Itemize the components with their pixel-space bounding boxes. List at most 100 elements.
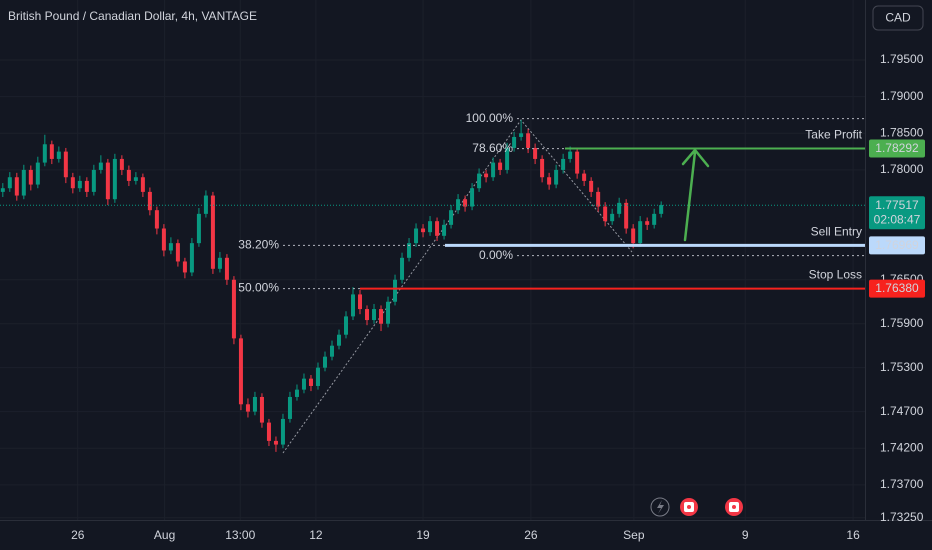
x-tick-label: 26 xyxy=(524,528,538,542)
candle-body xyxy=(28,169,33,185)
y-tick-label: 1.73250 xyxy=(880,510,924,524)
y-tick-label: 1.79000 xyxy=(880,89,924,103)
candle-body xyxy=(470,188,475,207)
flag-leaf xyxy=(732,505,736,509)
candle-body xyxy=(547,177,552,185)
x-tick-label: 9 xyxy=(742,528,749,542)
candle-body xyxy=(414,228,419,244)
target-arrow xyxy=(681,148,710,242)
candle-body xyxy=(49,144,54,159)
candle-body xyxy=(196,213,201,244)
candle-body xyxy=(70,177,75,189)
candle-body xyxy=(505,147,510,170)
x-tick-label: 13:00 xyxy=(225,528,255,542)
candle-body xyxy=(322,356,327,368)
flag-leaf xyxy=(687,505,691,509)
candle-body xyxy=(393,279,398,302)
level-name: Sell Entry xyxy=(811,225,862,239)
x-tick-label: 12 xyxy=(309,528,323,542)
candle-body xyxy=(294,389,299,397)
candle-body xyxy=(617,202,622,214)
x-tick-label: 16 xyxy=(846,528,860,542)
candle-body xyxy=(217,257,222,269)
candle-body xyxy=(147,191,152,211)
candle-body xyxy=(659,205,664,214)
candle-body xyxy=(301,378,306,390)
candle-body xyxy=(512,136,517,148)
candle-body xyxy=(280,418,285,445)
candle-body xyxy=(210,195,215,269)
candle-body xyxy=(77,180,82,189)
countdown-label: 02:08:47 xyxy=(874,212,921,226)
price-tag-label: 1.76969 xyxy=(875,238,919,252)
candle-body xyxy=(231,279,236,339)
candle-body xyxy=(582,173,587,181)
candle-body xyxy=(259,396,264,423)
price-tag xyxy=(869,139,925,158)
candle-body xyxy=(484,173,489,178)
candle-body xyxy=(442,224,447,236)
candle-body xyxy=(421,228,426,233)
candle-body xyxy=(379,309,384,324)
candle-body xyxy=(610,213,615,222)
candle-body xyxy=(344,316,348,335)
candle-body xyxy=(91,169,96,192)
candle-body xyxy=(189,243,194,273)
last-price-label: 1.77517 xyxy=(875,198,919,212)
candle-body xyxy=(386,301,391,324)
candle-body xyxy=(596,191,601,207)
fib-label: 50.00% xyxy=(238,281,279,295)
y-tick-label: 1.74700 xyxy=(880,404,924,418)
y-tick-label: 1.73700 xyxy=(880,477,924,491)
candle-body xyxy=(477,173,482,189)
candle-body xyxy=(498,162,503,170)
candle-body xyxy=(175,243,180,262)
x-tick-label: 19 xyxy=(416,528,430,542)
price-axis: 1.795001.790001.785001.780001.765001.759… xyxy=(869,52,925,524)
candle-body xyxy=(168,243,173,251)
candle-body xyxy=(14,177,19,196)
price-tag xyxy=(869,196,925,230)
candle-body xyxy=(273,440,278,445)
currency-button[interactable] xyxy=(872,5,924,31)
candle-body xyxy=(554,169,559,185)
level-name: Take Profit xyxy=(805,128,862,142)
candle-body xyxy=(203,195,208,214)
candle-body xyxy=(589,180,594,192)
currency-label[interactable]: CAD xyxy=(885,11,911,25)
price-tag-label: 1.76380 xyxy=(875,281,919,295)
candle-body xyxy=(351,294,356,317)
candle-body xyxy=(336,334,341,346)
candle-body xyxy=(428,221,433,233)
fib-trend-line xyxy=(282,119,633,454)
y-tick-label: 1.74200 xyxy=(880,440,924,454)
x-tick-label: Aug xyxy=(154,528,175,542)
candle-body xyxy=(400,257,405,280)
candle-body xyxy=(154,210,159,229)
candle-body xyxy=(224,257,229,280)
y-tick-label: 1.75300 xyxy=(880,360,924,374)
candle-body xyxy=(308,378,313,386)
chart-title: British Pound / Canadian Dollar, 4h, VAN… xyxy=(8,9,257,23)
candle-body xyxy=(449,210,454,225)
candle-body xyxy=(238,338,243,405)
candle-body xyxy=(456,199,461,211)
candle-body xyxy=(540,158,545,178)
candle-body xyxy=(84,180,89,192)
candle-body xyxy=(266,422,271,441)
candle-body xyxy=(358,294,363,310)
candle-body xyxy=(624,202,629,229)
plot: 100.00% 78.60% 38.20% 0.00% 50.00% Take Profi… xyxy=(0,111,865,452)
y-tick-label: 1.79500 xyxy=(880,52,924,66)
candle-body xyxy=(7,177,12,189)
candle-body xyxy=(112,158,117,200)
price-tag xyxy=(869,279,925,298)
candle-body xyxy=(463,199,468,207)
candle-body xyxy=(568,151,573,159)
grid xyxy=(0,0,865,520)
candle-body xyxy=(63,151,68,178)
candle-body xyxy=(645,221,650,225)
